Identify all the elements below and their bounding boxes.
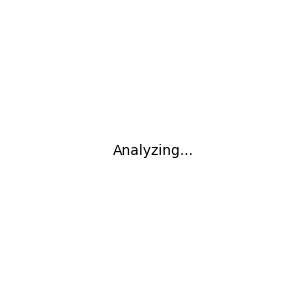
- Text: Analyzing...: Analyzing...: [113, 145, 194, 158]
